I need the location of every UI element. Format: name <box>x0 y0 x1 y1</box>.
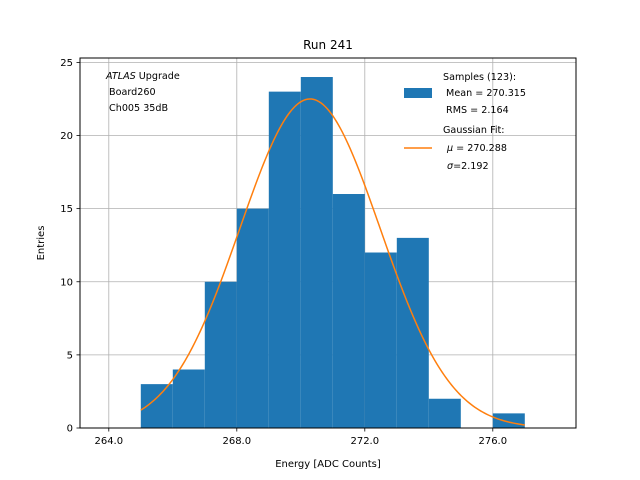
fit-curve <box>140 98 525 426</box>
histogram-bars <box>140 77 525 429</box>
y-tick-label: 15 <box>60 204 73 215</box>
histogram-bar <box>236 208 269 428</box>
annotation-line-1: ATLAS Upgrade <box>105 71 180 82</box>
y-axis-ticks: 0 5 10 15 20 25 <box>60 58 80 435</box>
y-axis-label: Entries <box>36 226 47 261</box>
histogram-bar <box>332 194 365 428</box>
histogram-bar <box>300 77 333 429</box>
x-tick-label: 272.0 <box>350 436 379 447</box>
annotation-box: ATLAS Upgrade Board260 Ch005 35dB <box>105 71 180 114</box>
histogram-bar <box>204 281 237 428</box>
legend: Samples (123): Mean = 270.315 RMS = 2.16… <box>404 72 526 172</box>
histogram-bar <box>268 91 301 429</box>
y-tick-label: 0 <box>67 424 73 435</box>
chart-title: Run 241 <box>303 38 353 52</box>
x-axis-ticks: 264.0 268.0 272.0 276.0 <box>94 428 507 447</box>
annotation-line-2: Board260 <box>106 87 156 98</box>
y-tick-label: 25 <box>60 58 73 69</box>
legend-samples-line-3: RMS = 2.164 <box>443 105 509 116</box>
x-tick-label: 264.0 <box>94 436 123 447</box>
y-tick-label: 5 <box>67 350 73 361</box>
legend-samples-swatch <box>404 88 432 98</box>
legend-fit-mu: μ = 270.288 <box>446 143 507 154</box>
legend-fit-title: Gaussian Fit: <box>443 125 505 136</box>
histogram-bar <box>492 413 525 428</box>
legend-samples-line-1: Samples (123): <box>443 72 516 83</box>
y-tick-label: 20 <box>60 131 73 142</box>
x-tick-label: 268.0 <box>222 436 251 447</box>
axes-frame <box>79 57 577 429</box>
legend-fit-sigma: σ=2.192 <box>447 161 489 172</box>
x-axis-label: Energy [ADC Counts] <box>275 459 381 470</box>
histogram-bar <box>172 369 205 428</box>
histogram-bar <box>428 398 461 428</box>
histogram-bar <box>396 237 429 428</box>
legend-samples-line-2: Mean = 270.315 <box>443 88 526 99</box>
x-tick-label: 276.0 <box>478 436 507 447</box>
histogram-bar <box>364 252 397 428</box>
annotation-line-3: Ch005 35dB <box>106 103 168 114</box>
gaussian-fit <box>140 98 525 426</box>
y-tick-label: 10 <box>60 277 73 288</box>
